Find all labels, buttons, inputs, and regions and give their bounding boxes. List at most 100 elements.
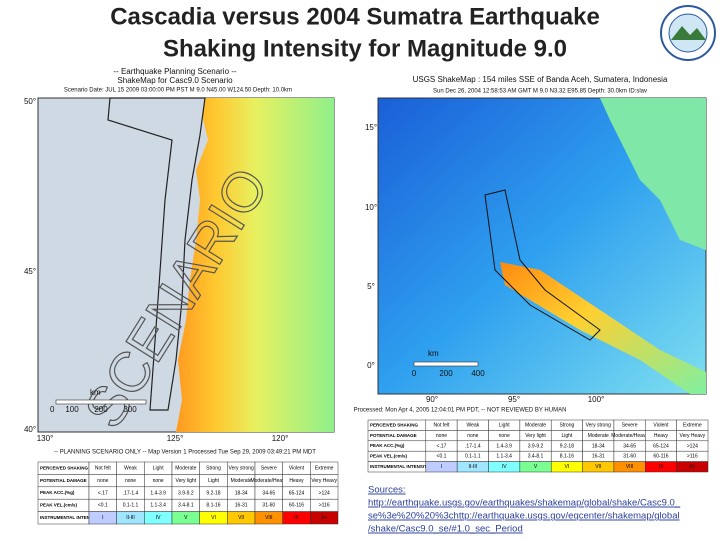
legend-value: 0.1-1.1 <box>465 454 481 460</box>
legend-value: 60-116 <box>289 503 304 509</box>
legend-value: Severe <box>622 423 638 429</box>
legend-value: I <box>102 515 103 521</box>
legend-value: 1.1-3.4 <box>496 454 512 460</box>
legend-value: 1.4-3.9 <box>150 490 166 496</box>
legend-value: Strong <box>560 423 575 429</box>
legend-value: none <box>436 433 447 439</box>
legend-value: 3.9-9.2 <box>528 443 544 449</box>
legend-value: 65-124 <box>289 490 305 496</box>
legend-value: 16-31 <box>592 454 605 460</box>
map-footer: -- PLANNING SCENARIO ONLY -- Map Version… <box>54 450 316 456</box>
intensity-legend: PERCEIVED SHAKING Not felt Weak Light Modera… <box>367 419 709 473</box>
lat-label: 15° <box>365 123 377 132</box>
scale-unit: km <box>428 349 439 358</box>
legend-value: Extreme <box>683 423 702 429</box>
legend-value: 8.1-16 <box>206 503 220 509</box>
legend-row-label: PEAK VEL.(cm/s) <box>40 503 78 508</box>
scale-tick: 0 <box>50 405 55 414</box>
legend-row-label: INSTRUMENTAL INTENSITY <box>40 515 100 520</box>
legend-value: X+ <box>689 464 695 470</box>
lon-label: 90° <box>426 395 438 404</box>
legend-value: Moderate/Heavy <box>250 478 287 484</box>
legend-value: >124 <box>319 490 330 496</box>
legend-value: 65-124 <box>653 443 669 449</box>
legend-value: >124 <box>687 443 698 449</box>
legend-value: 31-60 <box>623 454 636 460</box>
legend-value: 9.2-18 <box>560 443 574 449</box>
lat-label: 45° <box>24 267 36 276</box>
legend-value: Very light <box>176 478 197 484</box>
source-link[interactable]: http://earthquake.usgs.gov/earthquakes/s… <box>368 498 681 509</box>
legend-value: Weak <box>124 466 137 472</box>
legend-value: Light <box>561 433 572 439</box>
source-link[interactable]: se%3e%20%20%3chttp://earthquake.usgs.gov… <box>368 511 680 522</box>
legend-value: Heavy <box>289 478 304 484</box>
legend-row-label: INSTRUMENTAL INTENSITY <box>370 464 430 469</box>
legend-value: Light <box>208 478 219 484</box>
legend-value: 34-65 <box>623 443 636 449</box>
legend-value: none <box>153 478 164 484</box>
lat-label: 50° <box>24 97 36 106</box>
legend-value: 31-60 <box>262 503 275 509</box>
legend-row-label: PERCEIVED SHAKING <box>40 465 89 470</box>
legend-value: VII <box>238 515 244 521</box>
legend-value: IX <box>294 515 299 521</box>
lon-label: 125° <box>167 434 184 443</box>
legend-value: Weak <box>466 423 479 429</box>
legend-value: V <box>534 464 538 470</box>
legend-value: X+ <box>321 515 327 521</box>
lon-label: 95° <box>508 395 520 404</box>
legend-value: IV <box>502 464 507 470</box>
legend-value: VI <box>211 515 216 521</box>
lat-label: 0° <box>367 361 375 370</box>
lon-label: 120° <box>272 434 289 443</box>
scale-tick: 0 <box>412 369 417 378</box>
legend-value: Moderate <box>588 433 609 439</box>
legend-value: Light <box>499 423 510 429</box>
scale-tick: 200 <box>439 369 453 378</box>
legend-value: Not felt <box>434 423 450 429</box>
legend-value: <.17 <box>98 490 108 496</box>
legend-value: II-III <box>469 464 478 470</box>
legend-value: Not felt <box>95 466 111 472</box>
legend-value: Very Heavy <box>680 433 706 439</box>
legend-value: IV <box>156 515 161 521</box>
legend-value: Moderate <box>175 466 196 472</box>
legend-value: Light <box>153 466 164 472</box>
legend-value: Strong <box>206 466 221 472</box>
legend-value: 18-34 <box>592 443 605 449</box>
map-header: ShakeMap for Casc9.0 Scenario <box>117 76 233 85</box>
legend-value: Moderate <box>525 423 546 429</box>
legend-cell <box>310 511 339 525</box>
lat-label: 5° <box>367 282 375 291</box>
source-link[interactable]: /shake/Casc9.0_se/#1.0_sec_Period <box>368 524 523 535</box>
legend-value: Heavy <box>654 433 669 439</box>
map-header: -- Earthquake Planning Scenario -- <box>113 67 237 76</box>
sources: Sources: http://earthquake.usgs.gov/eart… <box>368 485 681 535</box>
map-header: Scenario Date: JUL 15 2009 03:00:00 PM P… <box>64 88 292 94</box>
legend-value: .17-1.4 <box>465 443 481 449</box>
legend-row-label: PEAK ACC.(%g) <box>40 490 75 495</box>
title-line: Cascadia versus 2004 Sumatra Earthquake <box>110 3 600 30</box>
legend-value: Violent <box>653 423 669 429</box>
legend-value: VII <box>595 464 601 470</box>
legend-value: 1.4-3.9 <box>496 443 512 449</box>
legend-value: 16-31 <box>235 503 248 509</box>
legend-value: .17-1.4 <box>123 490 139 496</box>
scale-tick: 200 <box>94 405 108 414</box>
legend-row-label: POTENTIAL DAMAGE <box>370 433 417 438</box>
legend-value: <.17 <box>437 443 447 449</box>
legend-value: 3.4-8.1 <box>528 454 544 460</box>
lon-label: 100° <box>588 395 605 404</box>
legend-value: VIII <box>265 515 273 521</box>
legend-value: V <box>184 515 188 521</box>
map-header: USGS ShakeMap : 154 miles SSE of Banda A… <box>413 75 668 84</box>
legend-value: 1.1-3.4 <box>150 503 166 509</box>
legend-value: 9.2-18 <box>206 490 220 496</box>
legend-value: VIII <box>626 464 634 470</box>
legend-value: Very Heavy <box>311 478 337 484</box>
sources-label: Sources: <box>368 485 406 496</box>
legend-cell <box>676 461 709 473</box>
title-line: Shaking Intensity for Magnitude 9.0 <box>163 35 567 62</box>
legend-value: Severe <box>261 466 277 472</box>
